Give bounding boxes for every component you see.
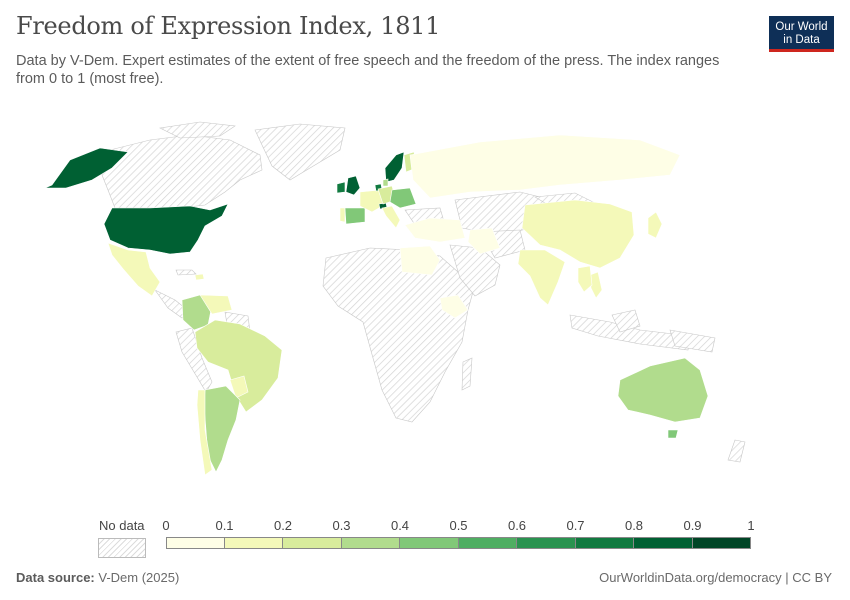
country-austria-hungary[interactable]: [389, 187, 417, 209]
legend-tick-label: 0.7: [566, 518, 585, 533]
chart-subtitle: Data by V-Dem. Expert estimates of the e…: [16, 53, 720, 87]
owid-logo[interactable]: Our World in Data: [769, 16, 834, 52]
country-argentina[interactable]: [203, 385, 241, 473]
country-sweden[interactable]: [384, 151, 405, 183]
footer-url[interactable]: OurWorldinData.org/democracy | CC BY: [599, 570, 832, 585]
data-source: Data source: V-Dem (2025): [16, 570, 179, 585]
color-legend: No data 0 0.1 0.2 0.3 0.4 0.5 0.6 0.7 0.8 0.9 1: [0, 510, 850, 558]
country-tasmania[interactable]: [667, 429, 679, 439]
legend-tick-label: 0.2: [273, 518, 293, 533]
data-source-label: Data source:: [16, 570, 95, 585]
legend-tick-label: 0.5: [449, 518, 468, 533]
arctic-islands-region[interactable]: [159, 121, 236, 139]
country-india[interactable]: [517, 249, 566, 306]
legend-bin-9[interactable]: [692, 537, 751, 549]
legend-tick-label: 0.6: [507, 518, 527, 533]
data-source-value[interactable]: V-Dem (2025): [98, 570, 180, 585]
madagascar-region[interactable]: [461, 357, 473, 391]
legend-bin-4[interactable]: [400, 537, 459, 549]
greenland-region[interactable]: [254, 123, 346, 181]
country-australia[interactable]: [617, 357, 709, 423]
country-russia[interactable]: [409, 134, 681, 199]
country-shapes[interactable]: [44, 134, 709, 476]
caribbean-region[interactable]: [175, 269, 197, 276]
legend-tick-label: 0.1: [215, 518, 234, 533]
country-venezuela[interactable]: [199, 294, 233, 315]
country-paraguay[interactable]: [229, 375, 249, 399]
country-united-kingdom[interactable]: [345, 175, 361, 196]
country-chile[interactable]: [196, 389, 213, 476]
no-data-swatch: [98, 538, 146, 558]
country-brazil[interactable]: [194, 319, 283, 413]
no-data-label: No data: [99, 518, 145, 533]
andes-region[interactable]: [175, 327, 213, 393]
legend-tick-label: 0.3: [332, 518, 351, 533]
legend-bin-0[interactable]: [166, 537, 225, 549]
legend-tick-label: 0: [162, 518, 170, 533]
country-alaska[interactable]: [44, 147, 129, 189]
world-map[interactable]: [0, 100, 850, 505]
legend-tick-label: 0.4: [390, 518, 410, 533]
country-egypt[interactable]: [399, 245, 441, 276]
legend-bin-7[interactable]: [575, 537, 634, 549]
logo-line-1: Our World: [775, 21, 828, 33]
legend-bin-6[interactable]: [517, 537, 576, 549]
new-guinea-region[interactable]: [669, 329, 716, 353]
legend-tick-label: 0.9: [683, 518, 702, 533]
canada-region[interactable]: [99, 134, 263, 209]
country-ireland[interactable]: [336, 181, 346, 194]
chart-title: Freedom of Expression Index, 1811: [16, 12, 441, 40]
country-portugal[interactable]: [339, 207, 346, 223]
new-zealand-region[interactable]: [727, 439, 746, 463]
legend-bin-8[interactable]: [634, 537, 693, 549]
country-ottoman-empire[interactable]: [404, 217, 466, 243]
country-united-states[interactable]: [103, 203, 229, 255]
legend-bin-5[interactable]: [458, 537, 517, 549]
logo-line-2: in Data: [783, 34, 820, 46]
country-burma[interactable]: [577, 265, 593, 293]
country-persia[interactable]: [467, 227, 501, 255]
country-denmark[interactable]: [382, 178, 389, 187]
country-ethiopia[interactable]: [439, 294, 469, 319]
legend-tick-label: 1: [747, 518, 755, 533]
africa-region[interactable]: [322, 247, 475, 423]
borneo-region[interactable]: [611, 309, 641, 333]
legend-tick-label: 0.8: [624, 518, 644, 533]
country-china[interactable]: [521, 199, 635, 269]
legend-bin-2[interactable]: [283, 537, 342, 549]
country-italy[interactable]: [381, 205, 401, 229]
country-japan[interactable]: [647, 211, 663, 239]
country-spain[interactable]: [344, 207, 366, 225]
legend-bin-3[interactable]: [341, 537, 400, 549]
country-haiti[interactable]: [194, 273, 205, 281]
legend-bin-1[interactable]: [224, 537, 283, 549]
country-mexico[interactable]: [107, 242, 161, 297]
